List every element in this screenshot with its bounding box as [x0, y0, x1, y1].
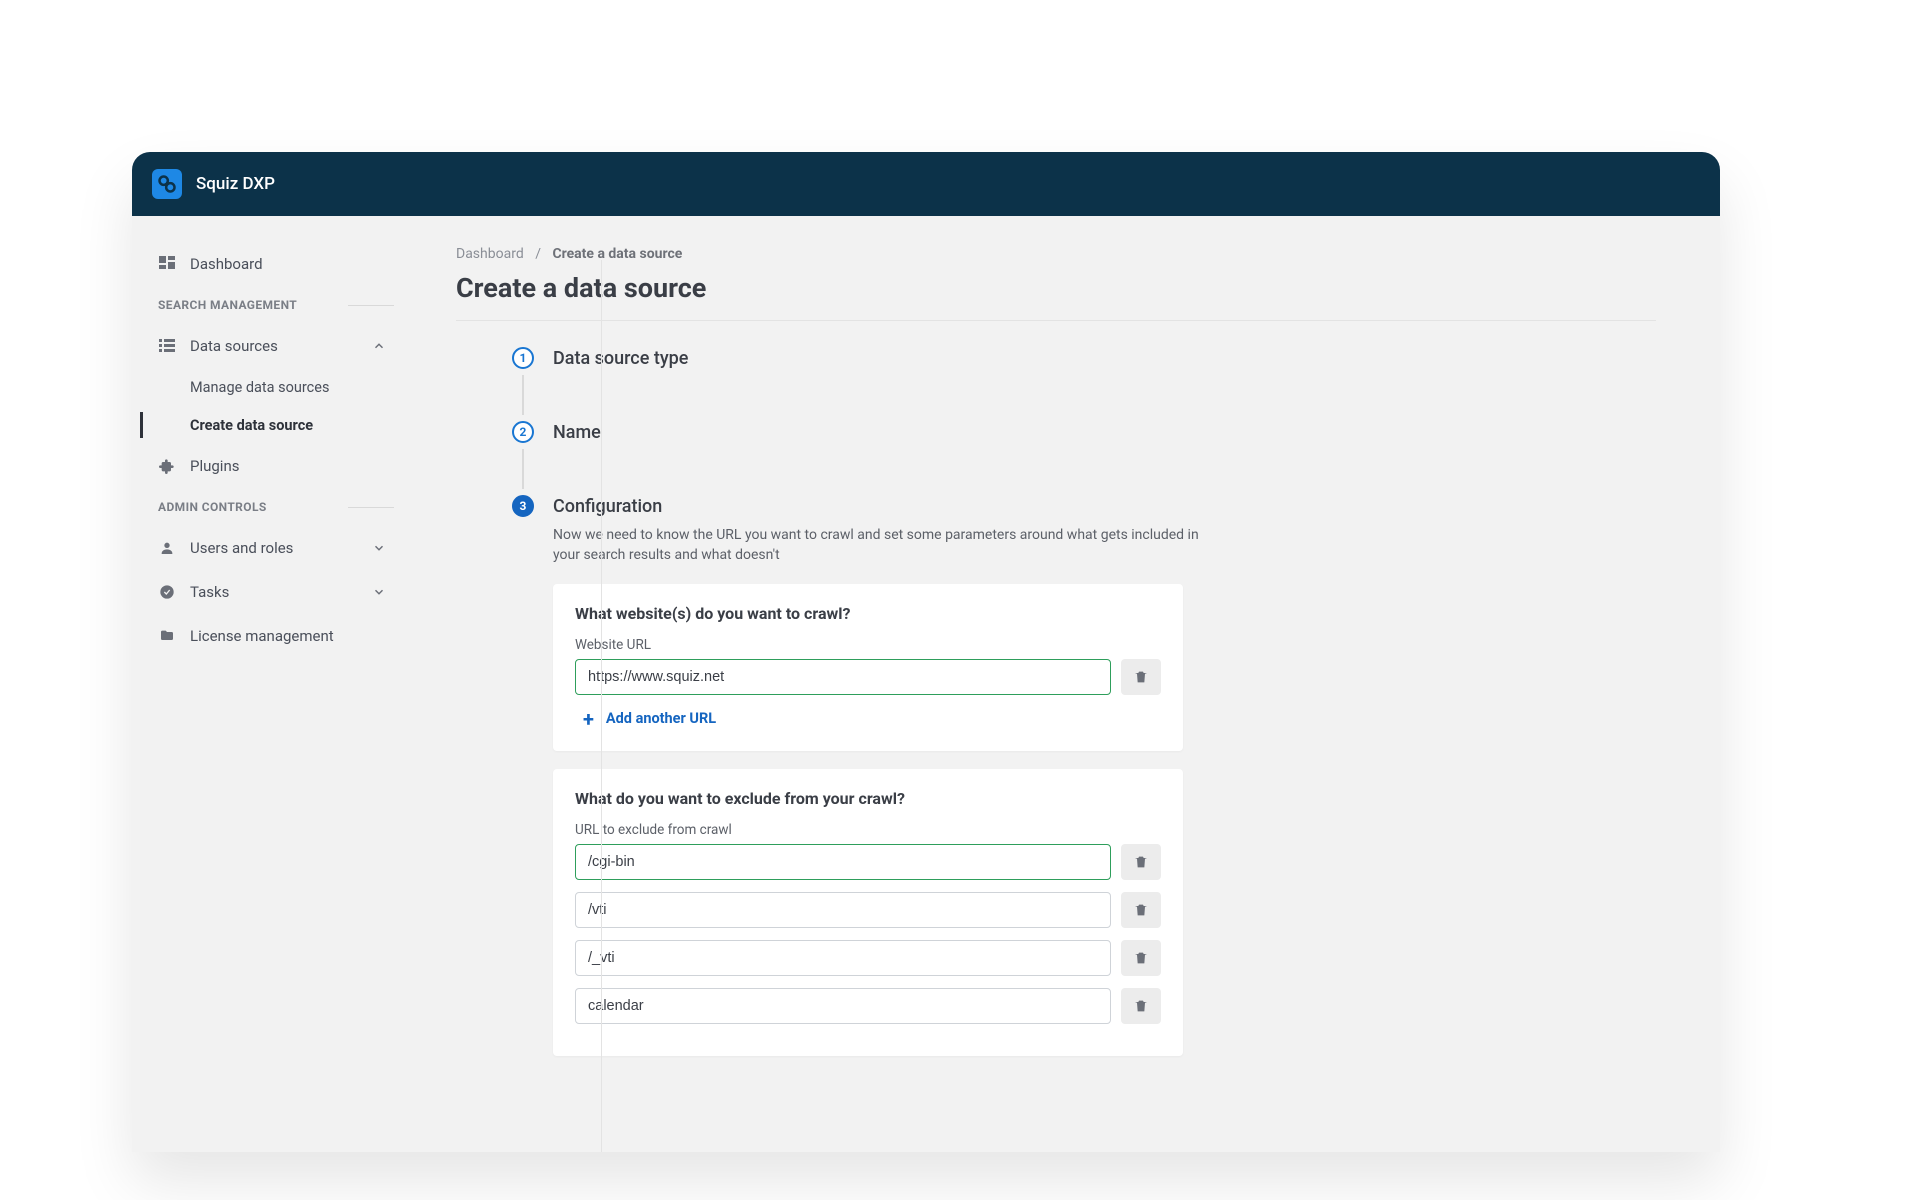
delete-button[interactable]	[1121, 892, 1161, 928]
step-title: Configuration	[553, 495, 1216, 517]
field-label: Website URL	[575, 637, 1161, 653]
chevron-down-icon	[372, 585, 386, 599]
sidebar-item-users-roles[interactable]: Users and roles	[132, 526, 412, 570]
sidebar-item-tasks[interactable]: Tasks	[132, 570, 412, 614]
sidebar-item-label: Dashboard	[190, 255, 263, 273]
card-website-urls: What website(s) do you want to crawl? We…	[553, 584, 1183, 751]
step-number-active: 3	[512, 495, 534, 517]
card-exclude-urls: What do you want to exclude from your cr…	[553, 769, 1183, 1056]
sidebar-item-label: Plugins	[190, 457, 239, 475]
trash-icon	[1133, 902, 1149, 918]
sidebar-heading-search: SEARCH MANAGEMENT	[132, 286, 412, 324]
exclude-row	[575, 940, 1161, 976]
page-title: Create a data source	[456, 272, 1720, 304]
step-connector	[522, 375, 524, 415]
steps: 1 Data source type 2 Name	[511, 347, 1216, 1056]
step-connector	[522, 449, 524, 489]
check-circle-icon	[158, 583, 176, 601]
sidebar-divider	[601, 260, 602, 1152]
title-divider	[456, 320, 1656, 321]
user-icon	[158, 539, 176, 557]
sidebar-item-dashboard[interactable]: Dashboard	[132, 242, 412, 286]
exclude-url-input[interactable]	[575, 988, 1111, 1024]
trash-icon	[1133, 854, 1149, 870]
sidebar-item-label: Data sources	[190, 337, 278, 355]
exclude-row	[575, 988, 1161, 1024]
card-title: What website(s) do you want to crawl?	[575, 604, 1161, 623]
app-title: Squiz DXP	[196, 174, 275, 194]
exclude-url-input[interactable]	[575, 844, 1111, 880]
list-icon	[158, 337, 176, 355]
sidebar-item-plugins[interactable]: Plugins	[132, 444, 412, 488]
step-title[interactable]: Name	[553, 421, 1216, 443]
main: Dashboard / Create a data source Create …	[412, 216, 1720, 1152]
sidebar-item-license[interactable]: License management	[132, 614, 412, 658]
step-title[interactable]: Data source type	[553, 347, 1216, 369]
breadcrumb-separator: /	[535, 246, 541, 262]
folder-icon	[158, 627, 176, 645]
exclude-url-input[interactable]	[575, 940, 1111, 976]
sidebar-item-label: Users and roles	[190, 539, 293, 557]
app-logo	[152, 169, 182, 199]
delete-button[interactable]	[1121, 988, 1161, 1024]
chevron-down-icon	[372, 541, 386, 555]
exclude-url-input[interactable]	[575, 892, 1111, 928]
exclude-row	[575, 892, 1161, 928]
breadcrumb-current: Create a data source	[552, 246, 682, 262]
sidebar-item-data-sources[interactable]: Data sources	[132, 324, 412, 368]
delete-button[interactable]	[1121, 659, 1161, 695]
exclude-row	[575, 844, 1161, 880]
body: Dashboard SEARCH MANAGEMENT Data sources…	[132, 216, 1720, 1152]
step-3: 3 Configuration Now we need to know the …	[511, 495, 1216, 1056]
sidebar-item-create-data-source[interactable]: Create data source	[132, 406, 412, 444]
sidebar-item-manage-data-sources[interactable]: Manage data sources	[132, 368, 412, 406]
add-another-url-label: Add another URL	[606, 710, 716, 727]
card-title: What do you want to exclude from your cr…	[575, 789, 1161, 808]
sidebar-item-label: Manage data sources	[190, 379, 329, 396]
sidebar-item-label: Create data source	[190, 417, 313, 434]
breadcrumb: Dashboard / Create a data source	[456, 246, 1720, 262]
trash-icon	[1133, 998, 1149, 1014]
breadcrumb-root[interactable]: Dashboard	[456, 246, 524, 262]
field-label: URL to exclude from crawl	[575, 822, 1161, 838]
sidebar-item-label: Tasks	[190, 583, 229, 601]
trash-icon	[1133, 950, 1149, 966]
step-1: 1 Data source type	[511, 347, 1216, 421]
dashboard-icon	[158, 255, 176, 273]
sidebar-heading-admin: ADMIN CONTROLS	[132, 488, 412, 526]
plus-icon: +	[583, 707, 594, 731]
app-shell: Squiz DXP Dashboard SEARCH MANAGEMENT Da…	[132, 152, 1720, 1152]
sidebar-item-label: License management	[190, 627, 334, 645]
topbar: Squiz DXP	[132, 152, 1720, 216]
plugin-icon	[158, 457, 176, 475]
delete-button[interactable]	[1121, 844, 1161, 880]
step-number: 1	[512, 347, 534, 369]
trash-icon	[1133, 669, 1149, 685]
add-another-url[interactable]: + Add another URL	[583, 707, 1161, 731]
step-description: Now we need to know the URL you want to …	[553, 525, 1216, 566]
step-number: 2	[512, 421, 534, 443]
url-row	[575, 659, 1161, 695]
chevron-up-icon	[372, 339, 386, 353]
step-2: 2 Name	[511, 421, 1216, 495]
website-url-input[interactable]	[575, 659, 1111, 695]
delete-button[interactable]	[1121, 940, 1161, 976]
sidebar: Dashboard SEARCH MANAGEMENT Data sources…	[132, 216, 412, 1152]
